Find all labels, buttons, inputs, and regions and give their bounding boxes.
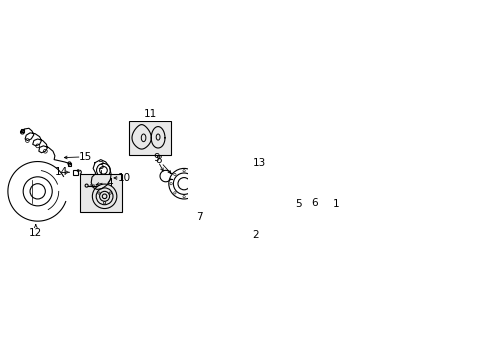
Text: 11: 11 — [143, 109, 157, 119]
Text: 5: 5 — [295, 199, 302, 208]
Bar — [73, 170, 78, 175]
Text: 4: 4 — [106, 177, 113, 188]
Text: 2: 2 — [252, 230, 258, 239]
Bar — [68, 163, 70, 166]
Text: 8: 8 — [155, 154, 162, 165]
Bar — [129, 121, 171, 155]
Text: 15: 15 — [79, 152, 92, 162]
Bar — [80, 174, 122, 212]
Text: 7: 7 — [196, 212, 203, 222]
Text: 12: 12 — [29, 228, 42, 238]
Bar — [21, 129, 23, 132]
Text: 9: 9 — [153, 153, 159, 163]
Text: 13: 13 — [253, 158, 266, 168]
Text: 3: 3 — [97, 162, 104, 171]
Text: 6: 6 — [311, 198, 318, 208]
Text: 1: 1 — [332, 199, 339, 208]
Text: 14: 14 — [55, 167, 68, 177]
Text: 10: 10 — [118, 173, 131, 183]
